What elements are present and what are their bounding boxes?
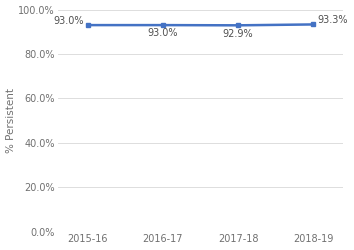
Text: 93.0%: 93.0% <box>148 28 178 38</box>
Text: 93.0%: 93.0% <box>53 16 84 26</box>
Text: 93.3%: 93.3% <box>317 16 347 26</box>
Y-axis label: % Persistent: % Persistent <box>6 88 16 153</box>
Text: 92.9%: 92.9% <box>223 29 253 39</box>
